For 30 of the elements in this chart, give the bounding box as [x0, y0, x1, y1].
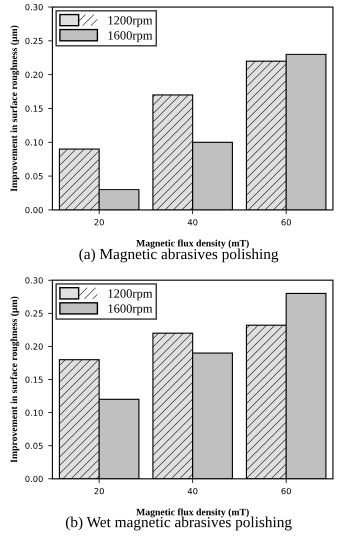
y-axis-title: Improvement in surface roughness (μm) — [10, 296, 20, 463]
x-tick-label: 40 — [188, 488, 198, 494]
y-tick-label: 0.30 — [25, 277, 43, 284]
x-axis-title: Magnetic flux density (mT) — [136, 240, 249, 248]
y-tick-label: 0.30 — [25, 4, 43, 10]
x-tick-label: 60 — [281, 488, 291, 494]
y-tick-label: 0.00 — [25, 206, 43, 214]
legend-label: 1200rpm — [108, 289, 152, 300]
y-tick-label: 0.00 — [25, 476, 43, 482]
y-tick-label: 0.10 — [25, 139, 43, 146]
y-axis-title: Improvement in surface roughness (μm) — [10, 26, 20, 192]
y-tick-label: 0.20 — [25, 343, 43, 350]
x-tick-label: 60 — [281, 219, 291, 226]
y-tick-label: 0.15 — [25, 105, 43, 112]
y-tick-label: 0.05 — [25, 173, 43, 180]
y-tick-label: 0.20 — [25, 72, 43, 78]
legend-label: 1600rpm — [108, 304, 152, 316]
y-tick-label: 0.25 — [25, 310, 43, 317]
x-tick-label: 20 — [94, 488, 104, 494]
text: (b) Wet magnetic abrasives polishing — [66, 516, 292, 530]
y-tick-label: 0.05 — [25, 442, 43, 449]
y-tick-label: 0.15 — [25, 376, 43, 383]
legend-label: 1200rpm — [108, 16, 152, 28]
y-tick-label: 0.25 — [25, 38, 43, 44]
x-tick-label: 20 — [94, 219, 104, 226]
y-tick-label: 0.10 — [25, 410, 43, 416]
legend-label: 1600rpm — [108, 31, 152, 42]
x-axis-title: Magnetic flux density (mT) — [136, 508, 249, 518]
text: (a) Magnetic abrasives polishing — [79, 248, 278, 262]
x-tick-label: 40 — [188, 219, 198, 226]
